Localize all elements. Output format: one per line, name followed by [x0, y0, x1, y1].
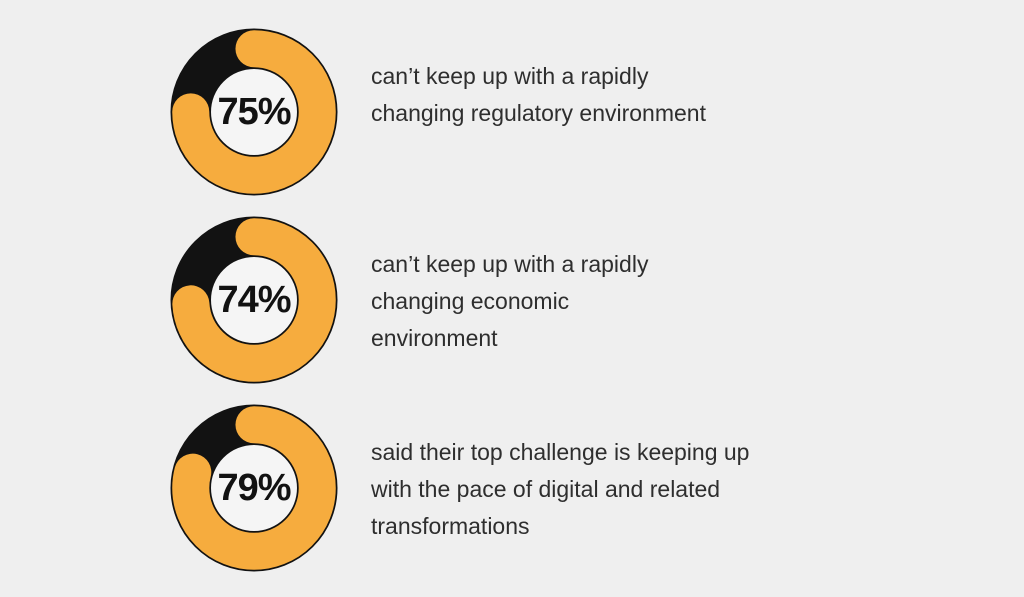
donut-ring-svg	[170, 216, 338, 384]
donut-chart-79: 79%	[170, 404, 338, 572]
percent-label: 74%	[217, 278, 291, 321]
stat-description: can’t keep up with a rapidly changing ec…	[371, 246, 648, 357]
percent-label: 79%	[217, 466, 291, 509]
donut-chart-74: 74%	[170, 216, 338, 384]
stat-description-line: said their top challenge is keeping up	[371, 439, 750, 465]
stat-description: can’t keep up with a rapidly changing re…	[371, 58, 706, 132]
donut-chart-75: 75%	[170, 28, 338, 196]
stats-infographic: 75% can’t keep up with a rapidly changin…	[170, 28, 1024, 572]
stat-description-line: with the pace of digital and related	[371, 476, 721, 502]
stat-description-line: can’t keep up with a rapidly	[371, 63, 649, 89]
stat-description-line: changing economic	[371, 288, 570, 314]
stat-description-line: can’t keep up with a rapidly	[371, 251, 649, 277]
stat-row: 79% said their top challenge is keeping …	[170, 404, 1024, 572]
stat-row: 74% can’t keep up with a rapidly changin…	[170, 216, 1024, 384]
stat-description-line: transformations	[371, 513, 530, 539]
stat-description-line: changing regulatory environment	[371, 100, 706, 126]
donut-ring-svg	[170, 28, 338, 196]
percent-label: 75%	[217, 90, 291, 133]
stat-row: 75% can’t keep up with a rapidly changin…	[170, 28, 1024, 196]
donut-ring-svg	[170, 404, 338, 572]
stat-description-line: environment	[371, 325, 498, 351]
stat-description: said their top challenge is keeping up w…	[371, 434, 749, 545]
